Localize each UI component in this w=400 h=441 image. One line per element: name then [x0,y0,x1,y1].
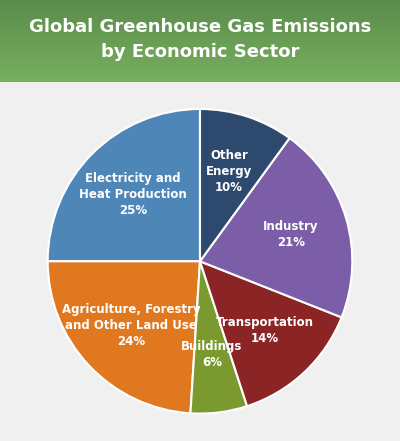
Wedge shape [190,261,247,414]
Text: Transportation
14%: Transportation 14% [216,316,314,344]
Text: Global Greenhouse Gas Emissions
by Economic Sector: Global Greenhouse Gas Emissions by Econo… [29,18,371,61]
Wedge shape [200,109,290,261]
Wedge shape [48,109,200,261]
Wedge shape [200,261,342,406]
Text: Electricity and
Heat Production
25%: Electricity and Heat Production 25% [79,172,187,217]
Text: Agriculture, Forestry
and Other Land Use
24%: Agriculture, Forestry and Other Land Use… [62,303,200,348]
Text: Industry
21%: Industry 21% [263,220,318,250]
Text: Other
Energy
10%: Other Energy 10% [206,149,252,194]
Text: Buildings
6%: Buildings 6% [181,340,242,370]
Wedge shape [200,138,352,318]
Wedge shape [48,261,200,413]
